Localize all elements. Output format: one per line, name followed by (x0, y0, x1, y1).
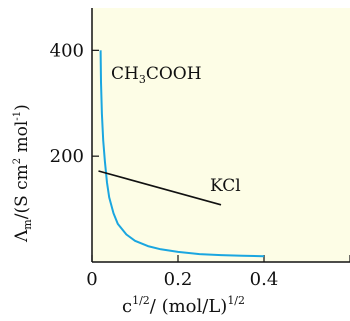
series-line-kcl (98, 170, 222, 206)
y-tick-label: 400 (50, 40, 84, 61)
series-group (98, 50, 265, 258)
y-axis-label: Λm/(S cm2 mol-1) (12, 104, 34, 243)
x-tick-label: 0.2 (164, 269, 193, 290)
x-axis-label: c1/2/ (mol/L)1/2 (122, 294, 245, 317)
y-tick-label: 200 (50, 146, 84, 167)
x-tick-label: 0.4 (250, 269, 279, 290)
series-label-kcl: KCl (210, 176, 241, 196)
series-line-ch3cooh (99, 50, 265, 258)
series-label-ch3cooh: CH3COOH (111, 64, 202, 86)
tick-labels: 0 0.2 0.4 200 400 (50, 40, 279, 290)
x-tick-label: 0 (86, 269, 97, 290)
plot-background (92, 8, 350, 262)
